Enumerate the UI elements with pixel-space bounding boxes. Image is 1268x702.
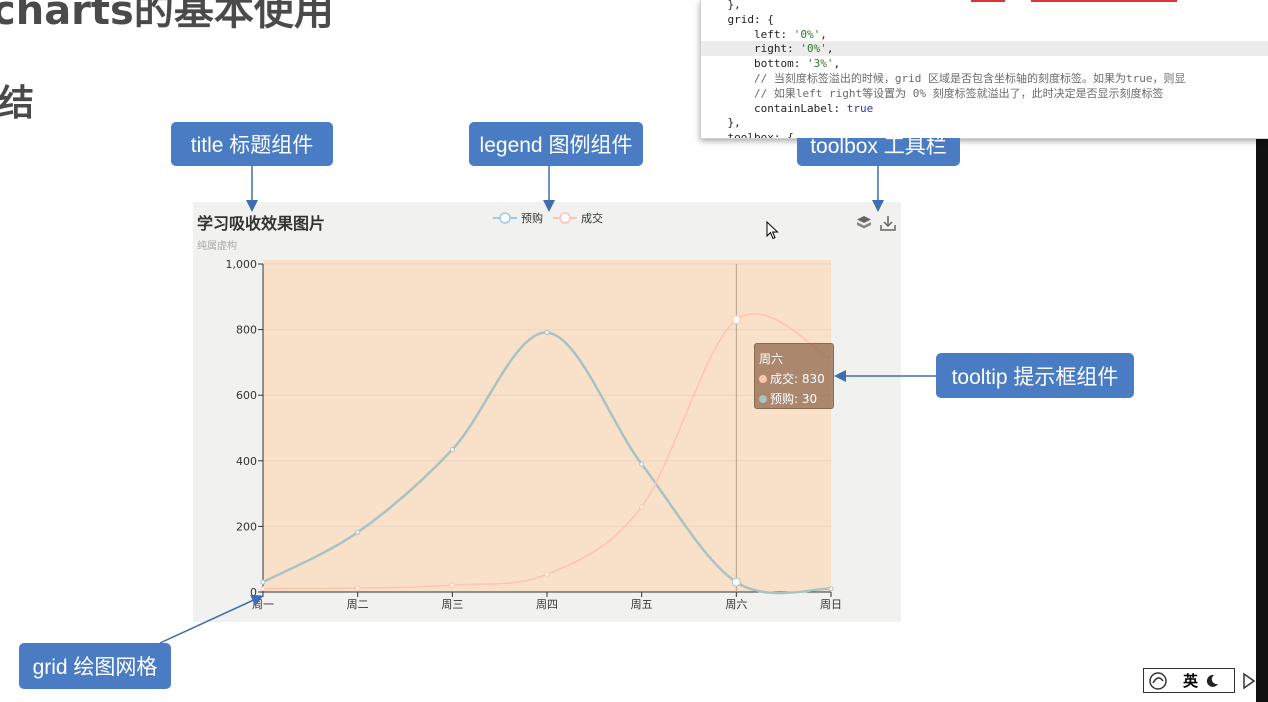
code-token: grid: { [701,12,774,26]
code-token: toolbox: { [701,131,794,139]
chart-subtitle: 纯属虚构 [197,241,237,252]
play-arrow-icon[interactable] [1240,672,1258,690]
window-edge [1256,0,1268,702]
code-token: }, [701,0,741,11]
tooltip-row: 成交: 830 [759,369,829,389]
tooltip-row: 预购: 30 [759,389,829,409]
plot-area [263,260,831,592]
code-token: , [820,27,827,41]
code-line: grid: { [701,12,1268,27]
y-tick-label: 600 [236,389,257,402]
code-token: '0%' [793,27,821,41]
code-line: containLabel: true [701,101,1268,116]
series-dot-icon [759,395,767,403]
data-point [639,504,645,510]
code-token: '3%' [806,57,834,71]
legend-item-1[interactable]: 成交 [581,211,603,225]
code-line: bottom: '3%', [701,56,1268,71]
magic-type-icon[interactable] [855,214,873,232]
chart-title: 学习吸收效果图片 [197,214,326,233]
legend-marker-icon [499,212,511,224]
x-tick-label: 周五 [631,598,653,611]
data-point [449,582,455,588]
section-title: 结 [0,83,35,124]
data-point [731,577,741,587]
mouse-cursor-icon [766,221,779,240]
code-line: }, [701,0,1268,12]
legend-marker-icon [559,212,571,224]
tooltip-row-label: 预购: 30 [770,392,818,406]
y-tick-label: 400 [236,455,257,468]
save-as-image-icon[interactable] [879,214,897,232]
code-token: }, [701,116,741,130]
series-dot-icon [759,375,767,383]
data-point [355,529,361,535]
code-token: '0%' [800,42,827,56]
code-token: , [833,57,841,71]
code-token: true [846,101,874,115]
ime-language-label[interactable]: 英 [1183,672,1199,690]
data-point [544,330,550,336]
red-mark [971,0,1005,2]
y-tick-label: 1,000 [226,258,258,271]
data-point [260,586,266,592]
data-point [260,579,266,585]
moon-icon[interactable] [1204,673,1220,689]
toolbox-callout: toolbox 工具栏 [797,138,960,166]
chart-tooltip: 周六 成交: 830 预购: 30 [754,343,834,409]
y-tick-label: 200 [236,520,257,533]
code-token: right: [701,42,801,56]
data-point [449,447,455,453]
x-tick-label: 周一 [252,598,274,611]
x-tick-label: 周六 [725,598,747,611]
code-line: toolbox: { [701,130,1268,139]
tooltip-row-label: 成交: 830 [770,372,825,386]
code-token: left: [701,27,794,41]
code-line: right: '0%', [701,41,1268,57]
data-point [639,461,645,467]
code-token: // 当刻度标签溢出的时候，grid 区域是否包含坐标轴的刻度标签。如果为tru… [701,72,1186,85]
code-line: // 如果left right等设置为 0% 刻度标签就溢出了，此时决定是否显示… [701,86,1268,101]
x-tick-label: 周日 [820,598,842,611]
red-mark [1031,0,1177,2]
code-line: // 当刻度标签溢出的时候，grid 区域是否包含坐标轴的刻度标签。如果为tru… [701,71,1268,86]
title-callout: title 标题组件 [171,122,333,166]
x-tick-label: 周四 [536,598,558,611]
y-tick-label: 800 [236,324,257,337]
legend-item-0[interactable]: 预购 [521,211,543,225]
x-tick-label: 周三 [441,598,463,611]
tooltip-title: 周六 [759,352,784,366]
code-token: // 如果left right等设置为 0% 刻度标签就溢出了，此时决定是否显示… [701,86,1164,100]
tooltip-callout: tooltip 提示框组件 [936,353,1134,398]
x-tick-label: 周二 [347,598,369,611]
ime-logo-icon [1149,671,1167,690]
code-line: left: '0%', [701,27,1268,42]
ime-toolbar[interactable]: 英 [1143,668,1235,693]
data-point [731,315,741,325]
code-token: bottom: [701,57,807,71]
y-tick-label: 0 [250,586,257,599]
grid-callout: grid 绘图网格 [19,643,171,689]
data-point [828,586,834,592]
legend-callout: legend 图例组件 [469,122,643,166]
toolbox-callout-label: toolbox 工具栏 [810,138,947,158]
code-editor-panel[interactable]: }, grid: { left: '0%', right: '0%', bott… [700,0,1268,139]
code-line: }, [701,115,1268,130]
data-point [355,585,361,591]
data-point [544,571,550,577]
code-token: containLabel: [701,101,847,115]
slide-title: charts的基本使用 [0,0,334,34]
code-token: , [826,42,834,56]
